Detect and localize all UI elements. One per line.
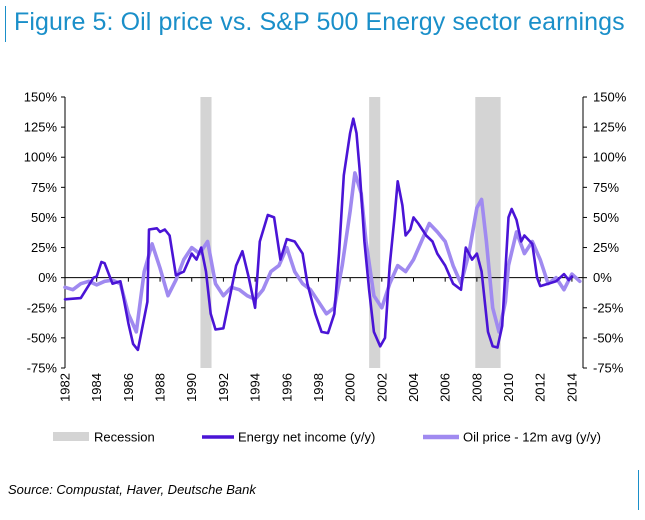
- x-tick-label: 1994: [248, 373, 263, 402]
- x-tick-label: 2010: [501, 373, 516, 402]
- x-tick-label: 2004: [406, 373, 421, 402]
- y-tick-label-left: -75%: [27, 361, 58, 376]
- x-tick-label: 2000: [343, 373, 358, 402]
- y-tick-label-left: 150%: [24, 90, 58, 105]
- tick-labels: 150% 150% 125% 125% 100% 100% 75% 75% 50% 50% 25% 2…: [24, 90, 627, 402]
- x-tick-label: 2012: [533, 373, 548, 402]
- y-tick-label-left: -25%: [27, 300, 58, 315]
- x-tick-label: 1986: [121, 373, 136, 402]
- footer-accent-rule: [638, 470, 639, 510]
- y-tick-label-right: 50%: [593, 210, 619, 225]
- source-note: Source: Compustat, Haver, Deutsche Bank: [8, 482, 256, 497]
- y-tick-label-left: -50%: [27, 330, 58, 345]
- legend-swatch-recession: [53, 432, 89, 441]
- series-lines: [63, 117, 582, 352]
- y-tick-label-left: 25%: [31, 240, 57, 255]
- recession-band: [200, 97, 212, 368]
- energy-net-income-line: [63, 117, 574, 352]
- title-accent-rule: [5, 6, 6, 42]
- y-tick-label-left: 50%: [31, 210, 57, 225]
- x-tick-label: 2006: [438, 373, 453, 402]
- y-tick-label-left: 125%: [24, 120, 58, 135]
- chart-title: Figure 5: Oil price vs. S&P 500 Energy s…: [14, 8, 625, 36]
- y-tick-label-left: 75%: [31, 180, 57, 195]
- y-tick-label-right: 25%: [593, 240, 619, 255]
- legend-label-energy: Energy net income (y/y): [238, 430, 375, 445]
- x-tick-label: 1996: [279, 373, 294, 402]
- x-tick-label: 2014: [564, 373, 579, 402]
- y-tick-label-right: 0%: [593, 270, 612, 285]
- x-tick-label: 1992: [216, 373, 231, 402]
- x-tick-label: 2002: [374, 373, 389, 402]
- recession-band: [369, 97, 381, 368]
- x-tick-label: 2008: [469, 373, 484, 402]
- x-tick-label: 1984: [89, 373, 104, 402]
- legend-label-recession: Recession: [94, 430, 155, 445]
- y-tick-label-left: 0%: [38, 270, 57, 285]
- x-tick-label: 1988: [153, 373, 168, 402]
- y-tick-label-right: -75%: [593, 361, 624, 376]
- y-tick-label-right: -25%: [593, 300, 624, 315]
- y-tick-label-right: 125%: [593, 120, 627, 135]
- legend-label-oil: Oil price - 12m avg (y/y): [463, 430, 601, 445]
- x-tick-label: 1982: [58, 373, 73, 402]
- x-tick-label: 1998: [311, 373, 326, 402]
- legend: Recession Energy net income (y/y) Oil pric…: [53, 430, 601, 445]
- y-tick-label-left: 100%: [24, 150, 58, 165]
- y-tick-label-right: -50%: [593, 330, 624, 345]
- y-tick-label-right: 100%: [593, 150, 627, 165]
- x-tick-label: 1990: [184, 373, 199, 402]
- axes: [61, 96, 587, 369]
- y-tick-label-right: 75%: [593, 180, 619, 195]
- y-tick-label-right: 150%: [593, 90, 627, 105]
